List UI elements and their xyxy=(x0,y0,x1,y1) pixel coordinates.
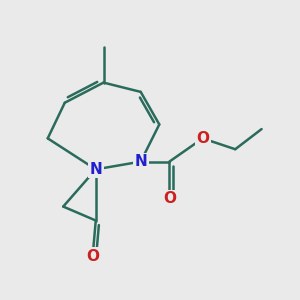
Text: N: N xyxy=(89,162,102,177)
Text: N: N xyxy=(134,154,147,169)
Text: O: O xyxy=(196,131,209,146)
Text: O: O xyxy=(163,191,176,206)
Text: O: O xyxy=(86,249,99,264)
